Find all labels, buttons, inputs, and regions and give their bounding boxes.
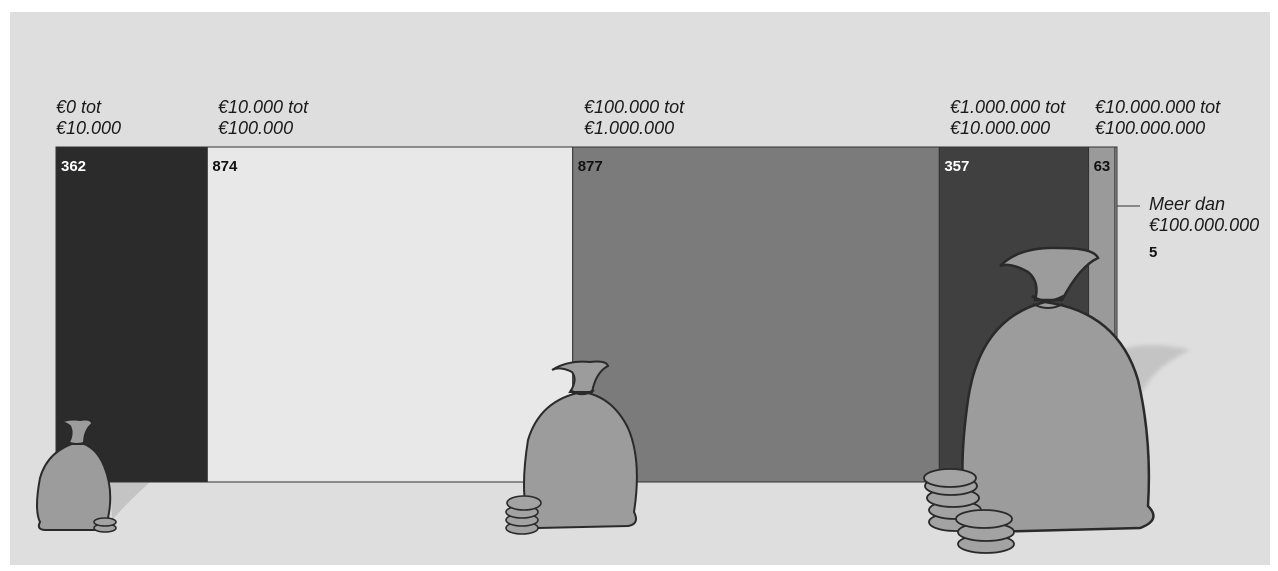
range-label-1: €10.000 tot €100.000 <box>218 97 309 138</box>
count-label-4: 63 <box>1094 158 1111 175</box>
large-money-bag-icon <box>923 246 1155 554</box>
range-label-5: Meer dan €100.000.000 <box>1149 194 1260 235</box>
count-labels: 362 874 877 357 63 <box>61 158 1110 175</box>
count-label-0: 362 <box>61 158 86 175</box>
range-label-3: €1.000.000 tot €10.000.000 <box>950 97 1066 138</box>
medium-coin-stack-icon <box>505 495 542 535</box>
large-coin-stack-icon <box>923 468 1015 554</box>
medium-money-bag-icon <box>505 360 638 535</box>
count-label-2: 877 <box>578 158 603 175</box>
small-money-bag-icon <box>36 418 117 533</box>
bar-segment-1 <box>206 146 574 483</box>
range-label-0: €0 tot €10.000 <box>56 97 122 138</box>
bar-segment-2 <box>572 146 940 483</box>
range-label-4: €10.000.000 tot €100.000.000 <box>1095 97 1221 138</box>
count-label-3: 357 <box>944 158 969 175</box>
count-label-5: 5 <box>1149 244 1158 261</box>
small-coin-stack-icon <box>93 517 117 533</box>
range-label-2: €100.000 tot €1.000.000 <box>584 97 685 138</box>
count-label-1: 874 <box>212 158 238 175</box>
